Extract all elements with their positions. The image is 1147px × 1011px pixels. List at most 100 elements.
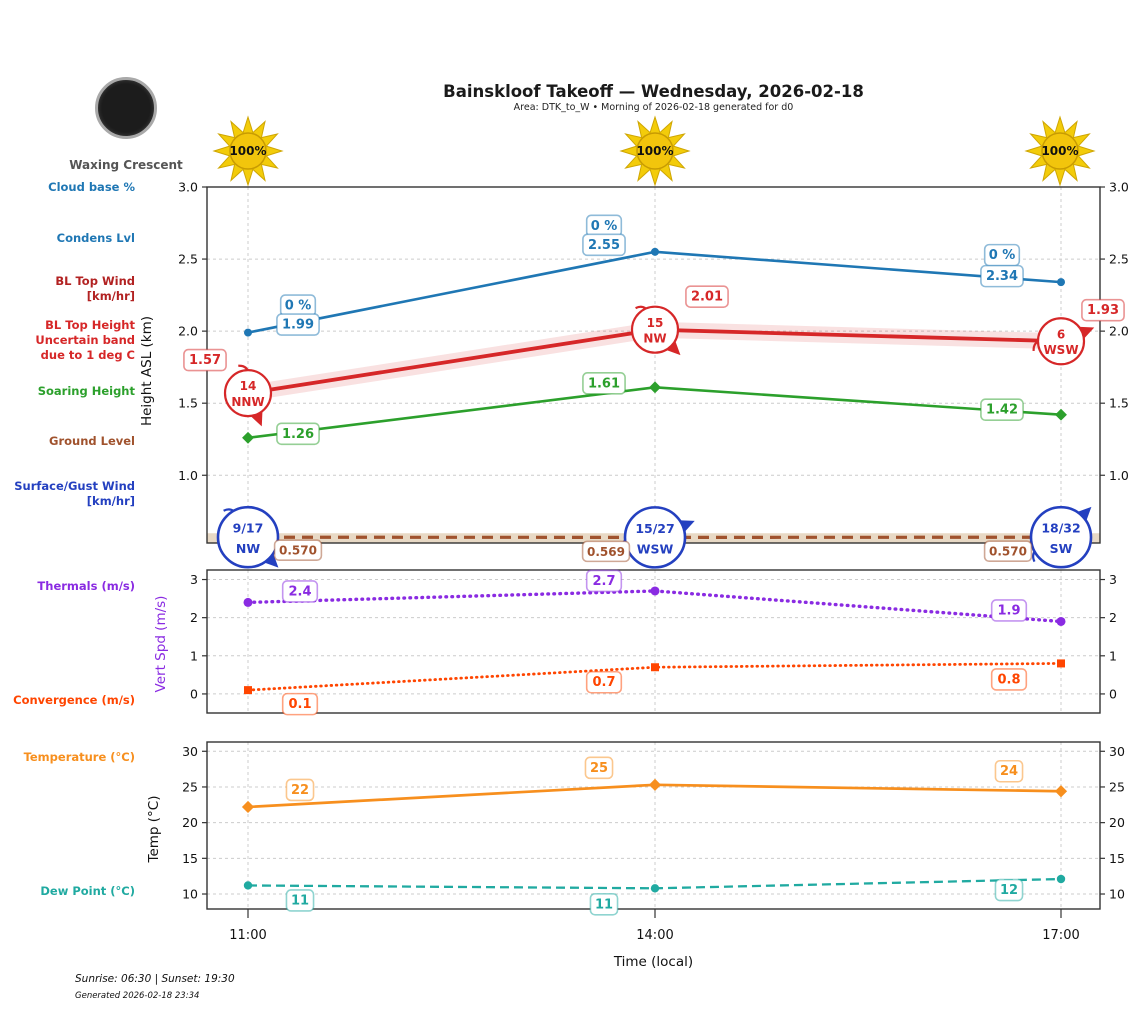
y-tick-label: 30	[1109, 744, 1125, 759]
value-label-box	[276, 422, 320, 446]
value-label-box	[582, 372, 626, 395]
y-tick-label: 3	[190, 572, 198, 587]
condens-marker	[244, 328, 252, 337]
sunrise-sunset-note: Sunrise: 06:30 | Sunset: 19:30	[75, 973, 235, 985]
value-label: 25	[590, 761, 608, 776]
y-tick-label: 15	[1109, 851, 1125, 866]
soaring-line	[247, 386, 1062, 440]
vert-spd-axis-title: Vert Spd (m/s)	[153, 595, 169, 693]
sun-icon: 100%	[609, 105, 701, 197]
value-label: 2.01	[691, 290, 723, 305]
value-label-box	[281, 580, 319, 603]
thermals-marker	[650, 586, 660, 596]
value-label: 2.4	[288, 584, 311, 599]
value-label: 0.570	[989, 545, 1027, 559]
x-tick-label: 17:00	[1042, 928, 1080, 943]
label-surface-gust-wind: Surface/Gust Wind [km/hr]	[14, 479, 135, 509]
temperature-chart: 10 10 15 15 20 20 25 25 30 30 22 25 24 11 11 12	[182, 741, 1125, 918]
sun-icon: 100%	[202, 105, 294, 197]
value-label-box	[285, 778, 315, 802]
dewpoint-marker	[243, 881, 253, 890]
value-label-box	[1081, 298, 1125, 322]
y-tick-label: 2.0	[178, 324, 198, 339]
value-label: 22	[291, 783, 309, 798]
y-tick-label: 20	[1109, 815, 1125, 830]
value-label: 12	[1000, 883, 1018, 898]
y-tick-label: 1.0	[178, 468, 198, 483]
value-label: 0.570	[279, 544, 317, 558]
label-bl-top-height: BL Top Height Uncertain band due to 1 de…	[35, 318, 135, 363]
wind-circle	[623, 506, 687, 569]
value-label-box	[980, 264, 1024, 288]
y-tick-label: 2	[1109, 610, 1117, 625]
value-label: 1.9	[997, 603, 1020, 618]
page-subtitle: Area: DTK_to_W • Morning of 2026-02-18 g…	[513, 102, 794, 113]
wind-direction: WSW	[1043, 343, 1078, 357]
soaring-marker	[649, 381, 661, 394]
y-tick-label: 20	[182, 815, 198, 830]
value-label-box	[990, 599, 1028, 622]
wind-speed: 15	[647, 316, 664, 330]
dewpoint-marker	[1056, 874, 1066, 884]
page-title: Bainskloof Takeoff — Wednesday, 2026-02-…	[443, 82, 864, 101]
label-bl-top-wind: BL Top Wind [km/hr]	[55, 274, 135, 304]
plot-frame	[206, 186, 1101, 544]
value-label: 0.569	[587, 545, 625, 559]
value-label-box	[994, 878, 1024, 902]
soaring-marker	[242, 431, 254, 444]
value-label-box	[285, 889, 315, 912]
temperature-marker	[648, 778, 662, 791]
sun-core	[1041, 132, 1079, 170]
value-label: 0.7	[592, 675, 615, 690]
wind-direction: WSW	[637, 541, 674, 556]
condens-marker	[651, 247, 659, 256]
y-tick-label: 3.0	[1109, 180, 1129, 195]
heights-chart: 1.0 1.0 1.5 1.5 2.0 2.0 2.5 2.5 3.0 3.0 9/17 NW 15/2…	[178, 180, 1129, 569]
value-label-box	[581, 540, 631, 563]
value-label: 2.7	[592, 574, 615, 589]
wind-arrow-head	[262, 552, 279, 568]
value-label: 0 %	[591, 219, 618, 234]
temperature-marker	[1054, 785, 1068, 798]
generated-note: Generated 2026-02-18 23:34	[75, 991, 200, 1001]
wind-speed: 6	[1057, 327, 1065, 341]
wind-circle	[223, 369, 273, 418]
y-tick-label: 1	[1109, 648, 1117, 663]
value-label: 1.57	[189, 353, 221, 368]
moon-phase-label: Waxing Crescent	[69, 158, 183, 172]
value-label: 0 %	[989, 248, 1016, 263]
value-label-box	[276, 313, 320, 336]
temp-axis-title: Temp (°C)	[146, 795, 162, 863]
wind-direction: SW	[1050, 541, 1073, 556]
label-ground-level: Ground Level	[49, 434, 135, 448]
y-tick-label: 1.5	[178, 396, 198, 411]
x-tick-label: 11:00	[229, 928, 267, 943]
heights-axis-title: Height ASL (km)	[139, 315, 155, 427]
wind-arrow-head	[664, 339, 681, 356]
sun-percent-label: 100%	[636, 144, 674, 158]
label-cloud-base: Cloud base %	[48, 180, 135, 194]
label-convergence: Convergence (m/s)	[13, 693, 135, 707]
value-label-box	[990, 668, 1028, 691]
y-tick-label: 2.0	[1109, 324, 1129, 339]
label-dew-point: Dew Point (°C)	[40, 884, 135, 898]
wind-speed: 9/17	[233, 521, 264, 536]
sun-core	[636, 132, 674, 170]
wind-direction: NW	[643, 331, 666, 345]
value-label-box	[585, 670, 623, 694]
value-label-box	[983, 540, 1033, 563]
value-label-box	[273, 539, 323, 562]
wind-direction: NW	[236, 541, 260, 556]
value-label-box	[994, 759, 1024, 783]
convergence-marker	[244, 686, 252, 695]
sun-percent-label: 100%	[229, 144, 267, 158]
value-label: 1.26	[282, 427, 314, 442]
sun-percent-label: 100%	[1041, 144, 1079, 158]
wind-circle	[1029, 505, 1093, 569]
wind-circle	[1036, 317, 1086, 366]
wind-speed: 14	[240, 379, 257, 393]
value-label: 1.61	[588, 376, 620, 391]
value-label: 11	[595, 897, 613, 912]
y-tick-label: 0	[1109, 686, 1117, 701]
y-tick-label: 1	[190, 648, 198, 663]
